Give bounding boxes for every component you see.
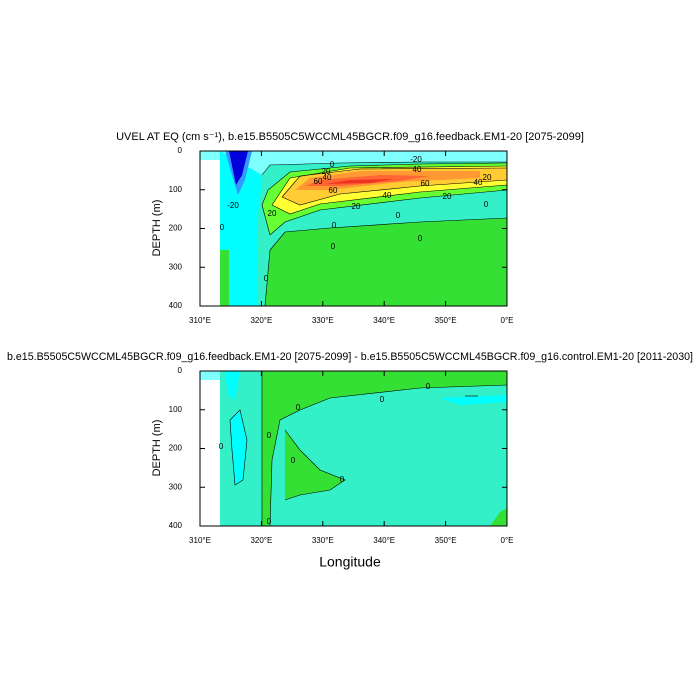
contour-label: 0 (291, 456, 296, 465)
x-tick-label: 310°E (189, 536, 211, 545)
y-tick-label: 0 (178, 366, 183, 375)
x-tick-label: 320°E (250, 316, 272, 325)
contour-label: 40 (383, 191, 392, 200)
y-axis-label: DEPTH (m) (151, 420, 163, 477)
contour-label: 0 (264, 274, 269, 283)
x-tick-label: 310°E (189, 316, 211, 325)
y-tick-label: 400 (169, 301, 183, 310)
x-tick-label: 320°E (250, 536, 272, 545)
y-tick-label: 400 (169, 521, 183, 530)
contour-label: 0 (267, 517, 272, 526)
x-tick-label: 330°E (312, 536, 334, 545)
y-tick-label: 0 (178, 146, 183, 155)
contour-label: 0 (267, 431, 272, 440)
y-tick-label: 300 (169, 482, 183, 491)
contour-label: 0 (330, 160, 335, 169)
contour-label: 0 (331, 242, 336, 251)
panel-1-fill (200, 151, 508, 307)
contour-label: -20 (227, 201, 239, 210)
x-tick-label: 350°E (435, 316, 457, 325)
contour-label: 0 (296, 403, 301, 412)
contour-label: 20 (322, 167, 331, 176)
x-axis-label: Longitude (319, 554, 381, 570)
contour-label: 40 (474, 178, 483, 187)
contour-label: 0 (418, 234, 423, 243)
contour-label: 0 (484, 200, 489, 209)
y-tick-label: 200 (169, 224, 183, 233)
chart-title: UVEL AT EQ (cm s⁻¹), b.e15.B5505C5WCCML4… (116, 131, 584, 143)
contour-label: 60 (421, 179, 430, 188)
contour-label: 0 (340, 475, 345, 484)
contour-label: 20 (352, 202, 361, 211)
y-tick-label: 100 (169, 185, 183, 194)
contour-label: 40 (323, 173, 332, 182)
contour-label: 60 (314, 177, 323, 186)
contour-label: 0 (396, 211, 401, 220)
contour-label: 20 (483, 173, 492, 182)
x-tick-label: 0°E (501, 316, 514, 325)
chart-title: b.e15.B5505C5WCCML45BGCR.f09_g16.feedbac… (7, 351, 693, 363)
contour-label: 0 (219, 442, 224, 451)
x-tick-label: 330°E (312, 316, 334, 325)
contour-label: 0 (426, 382, 431, 391)
contour-label: 20 (443, 192, 452, 201)
contour-label: 0 (380, 395, 385, 404)
x-tick-label: 340°E (373, 316, 395, 325)
y-tick-label: 100 (169, 405, 183, 414)
contour-label: 0 (220, 223, 225, 232)
y-axis-label: DEPTH (m) (151, 200, 163, 257)
contour-label: 0 (332, 221, 337, 230)
y-tick-label: 200 (169, 444, 183, 453)
contour-label: 60 (329, 186, 338, 195)
x-tick-label: 350°E (435, 536, 457, 545)
y-tick-label: 300 (169, 262, 183, 271)
x-tick-label: 0°E (501, 536, 514, 545)
contour-label: 20 (268, 209, 277, 218)
panel-2-fill (200, 371, 508, 527)
contour-label: -20 (410, 155, 422, 164)
x-tick-label: 340°E (373, 536, 395, 545)
contour-label: 40 (413, 165, 422, 174)
